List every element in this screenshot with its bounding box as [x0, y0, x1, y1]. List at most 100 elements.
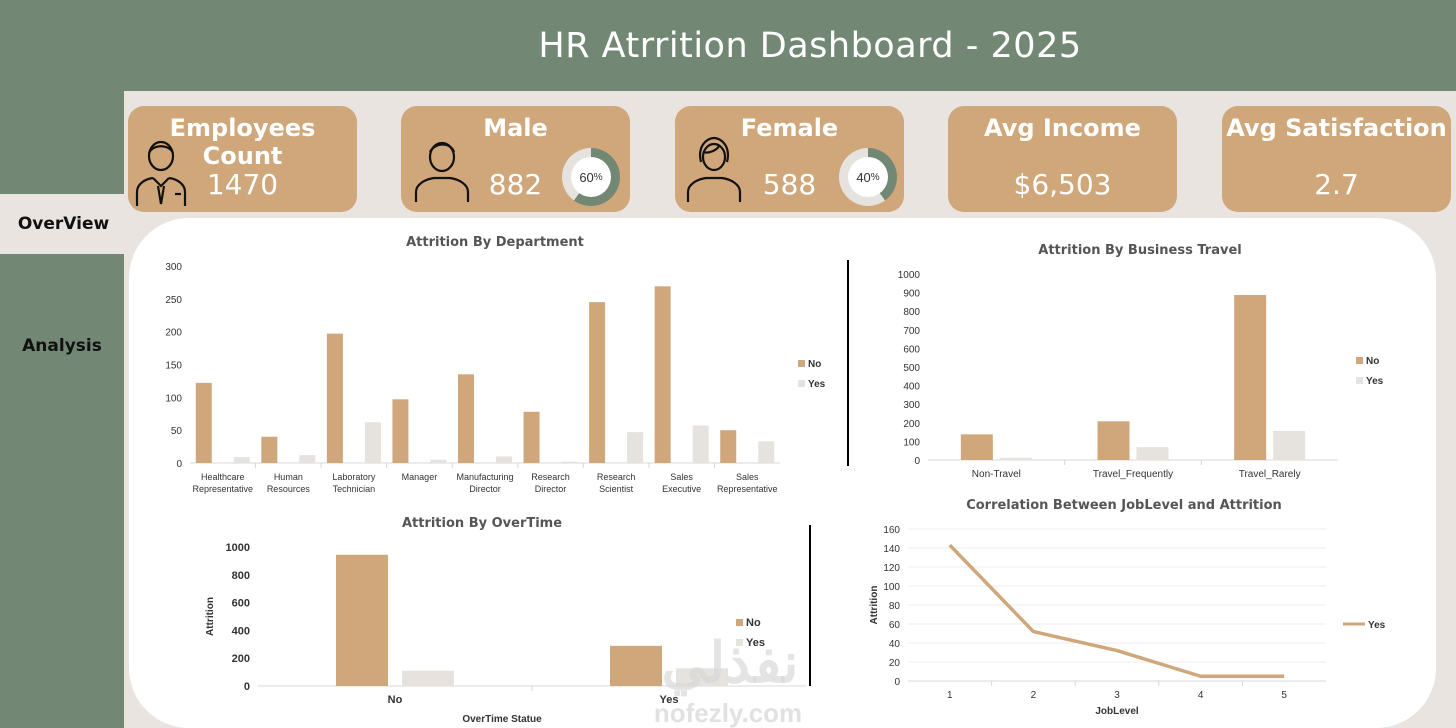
x-tick-label: Laboratory [332, 472, 376, 482]
y-tick-label: 500 [903, 363, 920, 374]
bar-yes [233, 457, 250, 463]
y-tick-label: 0 [894, 677, 900, 688]
bar-yes [676, 668, 728, 686]
legend-label: Yes [1368, 620, 1386, 631]
y-tick-label: 160 [883, 525, 900, 536]
card-label: Avg Income [984, 114, 1141, 142]
x-tick-label: Technician [333, 484, 376, 494]
female-percent: 40 [856, 169, 871, 185]
y-tick-label: 800 [232, 570, 250, 582]
x-tick-label: Scientist [599, 484, 634, 494]
bar-yes [430, 459, 447, 463]
bar-no [523, 411, 540, 463]
bar-no [720, 430, 737, 463]
x-tick-label: 3 [1114, 690, 1120, 701]
y-tick-label: 0 [914, 456, 920, 467]
male-icon [414, 141, 470, 202]
card-label: Avg Satisfaction [1226, 114, 1447, 142]
legend-swatch [1356, 357, 1363, 364]
card-avg-income: Avg Income $6,503 [948, 106, 1177, 212]
legend-swatch [798, 380, 805, 387]
bar-no [336, 554, 388, 686]
bar-yes [364, 422, 381, 463]
y-tick-label: 0 [176, 459, 182, 470]
card-label: Employees Count [169, 114, 316, 170]
bar-no [195, 382, 212, 463]
nav-overview[interactable]: OverView [0, 194, 127, 254]
legend-label: No [746, 617, 761, 629]
y-tick-label: 60 [889, 620, 901, 631]
y-tick-label: 600 [232, 598, 250, 610]
male-share-donut: 60% [562, 148, 620, 206]
bar-no [261, 436, 278, 463]
bar-yes [299, 455, 316, 463]
y-tick-label: 900 [903, 289, 920, 300]
legend-swatch [736, 619, 743, 626]
x-tick-label: Director [469, 484, 501, 494]
y-tick-label: 300 [903, 400, 920, 411]
bar-yes [999, 457, 1032, 460]
card-avg-satisfaction: Avg Satisfaction 2.7 [1222, 106, 1451, 212]
y-tick-label: 700 [903, 326, 920, 337]
card-female: Female 588 40% [675, 106, 904, 212]
x-tick-label: 5 [1281, 690, 1287, 701]
x-tick-label: Non-Travel [972, 469, 1021, 480]
male-percent: 60 [579, 169, 594, 185]
x-tick-label: Travel_Frequently [1093, 469, 1173, 480]
bar-yes [627, 432, 644, 463]
x-tick-label: Representative [717, 484, 778, 494]
y-tick-label: 100 [903, 437, 920, 448]
legend-label: No [808, 359, 821, 370]
x-tick-label: Manager [402, 472, 438, 482]
y-tick-label: 50 [171, 426, 183, 437]
y-tick-label: 600 [903, 344, 920, 355]
legend-swatch [736, 639, 743, 646]
card-value: 588 [762, 168, 817, 201]
bar-yes [758, 441, 775, 463]
x-tick-label: Representative [193, 484, 254, 494]
legend-label: Yes [808, 379, 826, 390]
y-tick-label: 200 [232, 653, 250, 665]
bar-no [960, 434, 993, 460]
legend-label: Yes [1366, 376, 1384, 387]
chart-title: Attrition By Department [406, 235, 584, 250]
x-tick-label: Research [531, 472, 570, 482]
bar-yes [1273, 430, 1306, 460]
chart-title: Attrition By OverTime [402, 516, 562, 531]
card-employees-count: Employees Count 1470 [128, 106, 357, 212]
female-share-donut: 40% [839, 148, 897, 206]
y-tick-label: 300 [165, 262, 182, 273]
y-tick-label: 1000 [226, 542, 250, 554]
card-value: 1470 [206, 168, 279, 201]
chart-title: Attrition By Business Travel [1038, 243, 1241, 258]
bar-yes [496, 456, 512, 463]
y-tick-label: 100 [165, 393, 182, 404]
bar-yes [1136, 447, 1169, 460]
bar-no [610, 645, 662, 686]
legend-swatch [1356, 377, 1363, 384]
bar-yes [402, 670, 454, 686]
nav-analysis[interactable]: Analysis [22, 336, 102, 356]
y-tick-label: 20 [889, 658, 901, 669]
percent-sign: % [870, 171, 880, 183]
bar-no [1097, 421, 1130, 460]
y-tick-label: 400 [232, 625, 250, 637]
bar-no [392, 399, 409, 463]
bar-no [458, 374, 474, 463]
series-line-yes [948, 543, 1285, 678]
card-value: 882 [488, 168, 543, 201]
x-tick-label: Sales [736, 472, 759, 482]
x-tick-label: Manufacturing [456, 472, 513, 482]
employee-icon [135, 140, 187, 206]
female-icon [686, 136, 742, 202]
x-tick-label: Executive [662, 484, 701, 494]
x-tick-label: 1 [947, 690, 953, 701]
legend-swatch [798, 360, 805, 367]
y-axis-label: Attrition [869, 586, 880, 625]
y-tick-label: 150 [165, 361, 182, 372]
y-tick-label: 140 [883, 544, 900, 555]
y-tick-label: 100 [883, 582, 900, 593]
page-title: HR Atrrition Dashboard - 2025 [538, 26, 1082, 66]
x-tick-label: Director [535, 484, 567, 494]
